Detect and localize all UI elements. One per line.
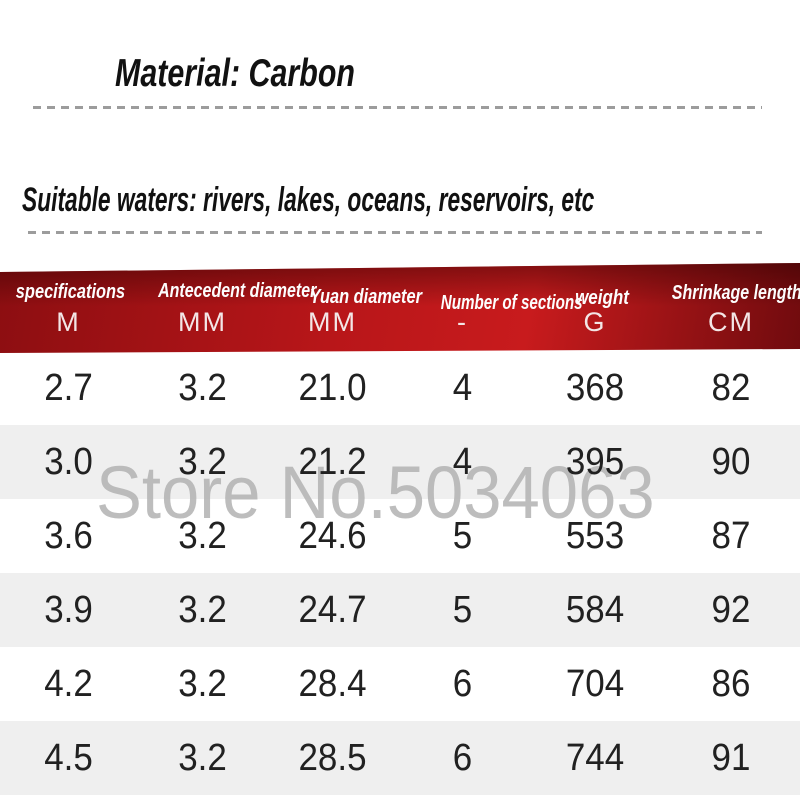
table-row: 4.5 3.2 28.5 6 744 91: [0, 721, 800, 795]
column-unit: CM: [708, 307, 754, 337]
spec-length-cell: 3.9: [44, 589, 93, 631]
divider-dashed-top: [33, 106, 762, 109]
table-row: 2.7 3.2 21.0 4 368 82: [0, 351, 800, 425]
header-col-yuan-diameter: Yuan diameter MM: [268, 263, 397, 353]
shrinkage-length-cell: 90: [711, 441, 751, 483]
store-watermark: Store No.5034063: [96, 451, 655, 534]
spec-length-cell: 4.5: [44, 737, 93, 779]
sections-cell: 6: [452, 663, 473, 705]
column-label: Yuan diameter: [309, 286, 423, 308]
yuan-diameter-cell: 28.5: [298, 737, 367, 779]
shrinkage-length-cell: 92: [711, 589, 751, 631]
yuan-diameter-cell: 28.4: [298, 663, 367, 705]
column-label: Shrinkage length: [671, 282, 800, 304]
antecedent-diameter-cell: 3.2: [178, 589, 227, 631]
column-unit: M: [56, 307, 81, 337]
table-row: 3.9 3.2 24.7 5 584 92: [0, 573, 800, 647]
spec-length-cell: 4.2: [44, 663, 93, 705]
header-col-antecedent-diameter: Antecedent diameter MM: [137, 263, 268, 353]
antecedent-diameter-cell: 3.2: [178, 737, 227, 779]
yuan-diameter-cell: 24.7: [298, 589, 367, 631]
column-unit: MM: [308, 307, 357, 337]
table-row: 3.6 3.2 24.6 5 553 87: [0, 499, 800, 573]
header-col-weight: weight G: [528, 263, 662, 353]
suitable-waters-title: Suitable waters: rivers, lakes, oceans, …: [22, 181, 595, 219]
material-title: Material: Carbon: [115, 52, 356, 95]
yuan-diameter-cell: 24.6: [298, 515, 367, 557]
antecedent-diameter-cell: 3.2: [178, 441, 227, 483]
header-col-specifications: specifications M: [0, 263, 137, 353]
header-col-shrinkage-length: Shrinkage length CM: [662, 263, 800, 353]
weight-cell: 553: [565, 515, 625, 557]
column-unit: G: [583, 307, 607, 337]
spec-table-header-grid: specifications M Antecedent diameter MM …: [0, 263, 800, 353]
shrinkage-length-cell: 86: [711, 663, 751, 705]
table-row: 3.0 3.2 21.2 4 395 90: [0, 425, 800, 499]
column-label: Antecedent diameter: [158, 280, 317, 302]
antecedent-diameter-cell: 3.2: [178, 367, 227, 409]
sections-cell: 4: [452, 367, 473, 409]
sections-cell: 5: [452, 589, 473, 631]
header-col-number-of-sections: Number of sections -: [397, 263, 528, 353]
column-unit: MM: [178, 307, 227, 337]
shrinkage-length-cell: 87: [711, 515, 751, 557]
table-row: 4.2 3.2 28.4 6 704 86: [0, 647, 800, 721]
column-label: specifications: [15, 281, 126, 303]
weight-cell: 368: [565, 367, 625, 409]
weight-cell: 744: [565, 737, 625, 779]
antecedent-diameter-cell: 3.2: [178, 515, 227, 557]
divider-dashed-middle: [28, 231, 762, 234]
spec-length-cell: 3.6: [44, 515, 93, 557]
yuan-diameter-cell: 21.2: [298, 441, 367, 483]
spec-length-cell: 2.7: [44, 367, 93, 409]
spec-table-body: 2.7 3.2 21.0 4 368 82 3.0 3.2 21.2 4 395…: [0, 351, 800, 795]
sections-cell: 4: [452, 441, 473, 483]
antecedent-diameter-cell: 3.2: [178, 663, 227, 705]
column-unit: -: [457, 307, 468, 337]
spec-table-header: specifications M Antecedent diameter MM …: [0, 263, 800, 353]
weight-cell: 704: [565, 663, 625, 705]
yuan-diameter-cell: 21.0: [298, 367, 367, 409]
weight-cell: 584: [565, 589, 625, 631]
shrinkage-length-cell: 82: [711, 367, 751, 409]
weight-cell: 395: [565, 441, 625, 483]
sections-cell: 6: [452, 737, 473, 779]
column-label: weight: [575, 287, 629, 309]
shrinkage-length-cell: 91: [711, 737, 751, 779]
sections-cell: 5: [452, 515, 473, 557]
spec-length-cell: 3.0: [44, 441, 93, 483]
